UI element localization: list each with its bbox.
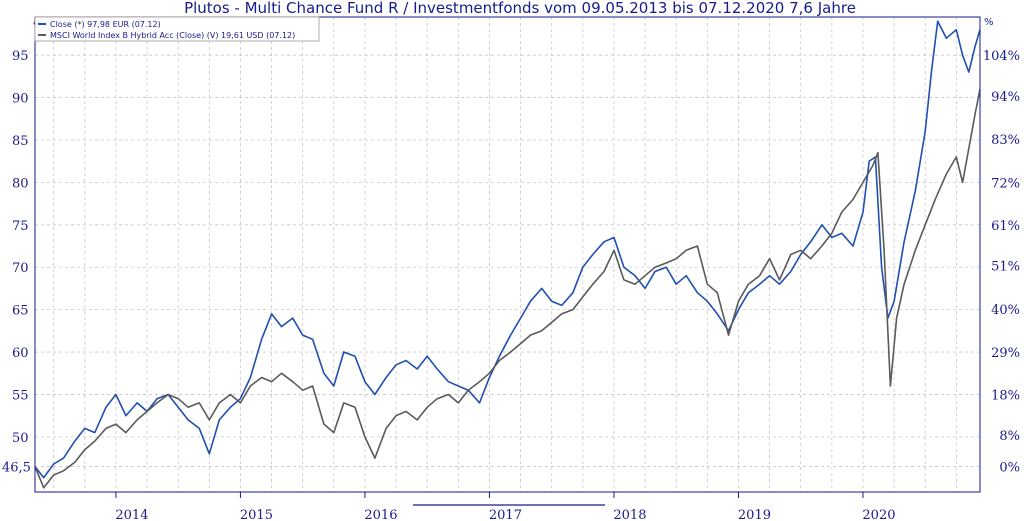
corner-label-right: % xyxy=(984,17,994,28)
x-tick-label: 2015 xyxy=(240,508,273,521)
y-tick-label-right: 104% xyxy=(983,49,1020,64)
x-axis: 2014 2015 2016 2017 2018 2019 2020 xyxy=(115,492,896,521)
legend-label-fund: Close (*) 97,98 EUR (07.12) xyxy=(50,20,161,29)
y-tick-label-right: 94% xyxy=(991,90,1020,105)
y-tick-label-left: 75 xyxy=(12,219,29,234)
series-line-msci xyxy=(34,88,981,489)
y-tick-label-left: 70 xyxy=(12,261,29,276)
x-tick-label: 2018 xyxy=(613,508,646,521)
legend-label-msci: MSCI World Index B Hybrid Acc (Close) (V… xyxy=(50,31,295,40)
y-tick-label-right: 61% xyxy=(991,219,1020,234)
x-tick-label: 2020 xyxy=(862,508,895,521)
y-tick-label-right: 72% xyxy=(991,176,1020,191)
y-tick-label-right: 8% xyxy=(999,429,1020,444)
y-tick-label-right: 51% xyxy=(991,260,1020,275)
y-tick-label-left: 55 xyxy=(12,388,29,403)
y-tick-label-left: 95 xyxy=(12,49,29,64)
x-tick-label: 2019 xyxy=(738,508,771,521)
y-tick-label-left: 65 xyxy=(12,304,29,319)
y-axis-left: 46,5 50 55 60 65 70 75 80 85 90 95 xyxy=(2,49,31,475)
y-tick-label-left: 85 xyxy=(12,134,29,149)
y-tick-label-left: 46,5 xyxy=(2,461,31,476)
x-tick-label: 2016 xyxy=(364,508,397,521)
y-tick-label-right: 40% xyxy=(991,303,1020,318)
x-tick-label: 2014 xyxy=(115,508,148,521)
legend-box xyxy=(34,16,320,42)
y-tick-label-left: 90 xyxy=(12,92,29,107)
legend: Close (*) 97,98 EUR (07.12) MSCI World I… xyxy=(34,16,320,42)
plot-frame xyxy=(34,16,981,493)
series-line-fund xyxy=(34,20,981,479)
y-axis-right: 0% 8% 18% 29% 40% 51% 61% 72% 83% 94% 104% xyxy=(983,49,1020,475)
y-tick-label-right: 0% xyxy=(999,461,1020,476)
y-tick-label-left: 80 xyxy=(12,176,29,191)
x-tick-label: 2017 xyxy=(489,508,522,521)
chart-title: Plutos - Multi Chance Fund R / Investmen… xyxy=(184,0,856,17)
y-tick-label-right: 18% xyxy=(991,388,1020,403)
y-tick-label-left: 50 xyxy=(12,431,29,446)
y-tick-label-left: 60 xyxy=(12,346,29,361)
series-layer xyxy=(34,20,981,489)
grid xyxy=(35,17,980,492)
y-tick-label-right: 29% xyxy=(991,346,1020,361)
y-tick-label-right: 83% xyxy=(991,133,1020,148)
